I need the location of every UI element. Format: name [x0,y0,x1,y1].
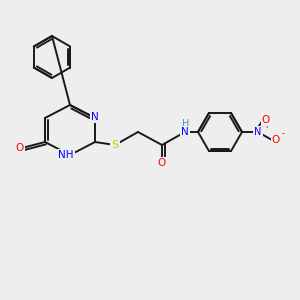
Text: N: N [254,127,262,137]
Text: S: S [111,140,118,150]
Text: O: O [16,143,24,153]
Text: H: H [182,119,190,129]
Text: O: O [262,115,270,125]
Text: -: - [282,129,285,138]
Text: O: O [272,135,280,145]
Text: NH: NH [58,150,74,160]
Text: O: O [158,158,166,168]
Text: +: + [263,121,269,130]
Text: N: N [91,112,99,122]
Text: N: N [181,127,189,137]
